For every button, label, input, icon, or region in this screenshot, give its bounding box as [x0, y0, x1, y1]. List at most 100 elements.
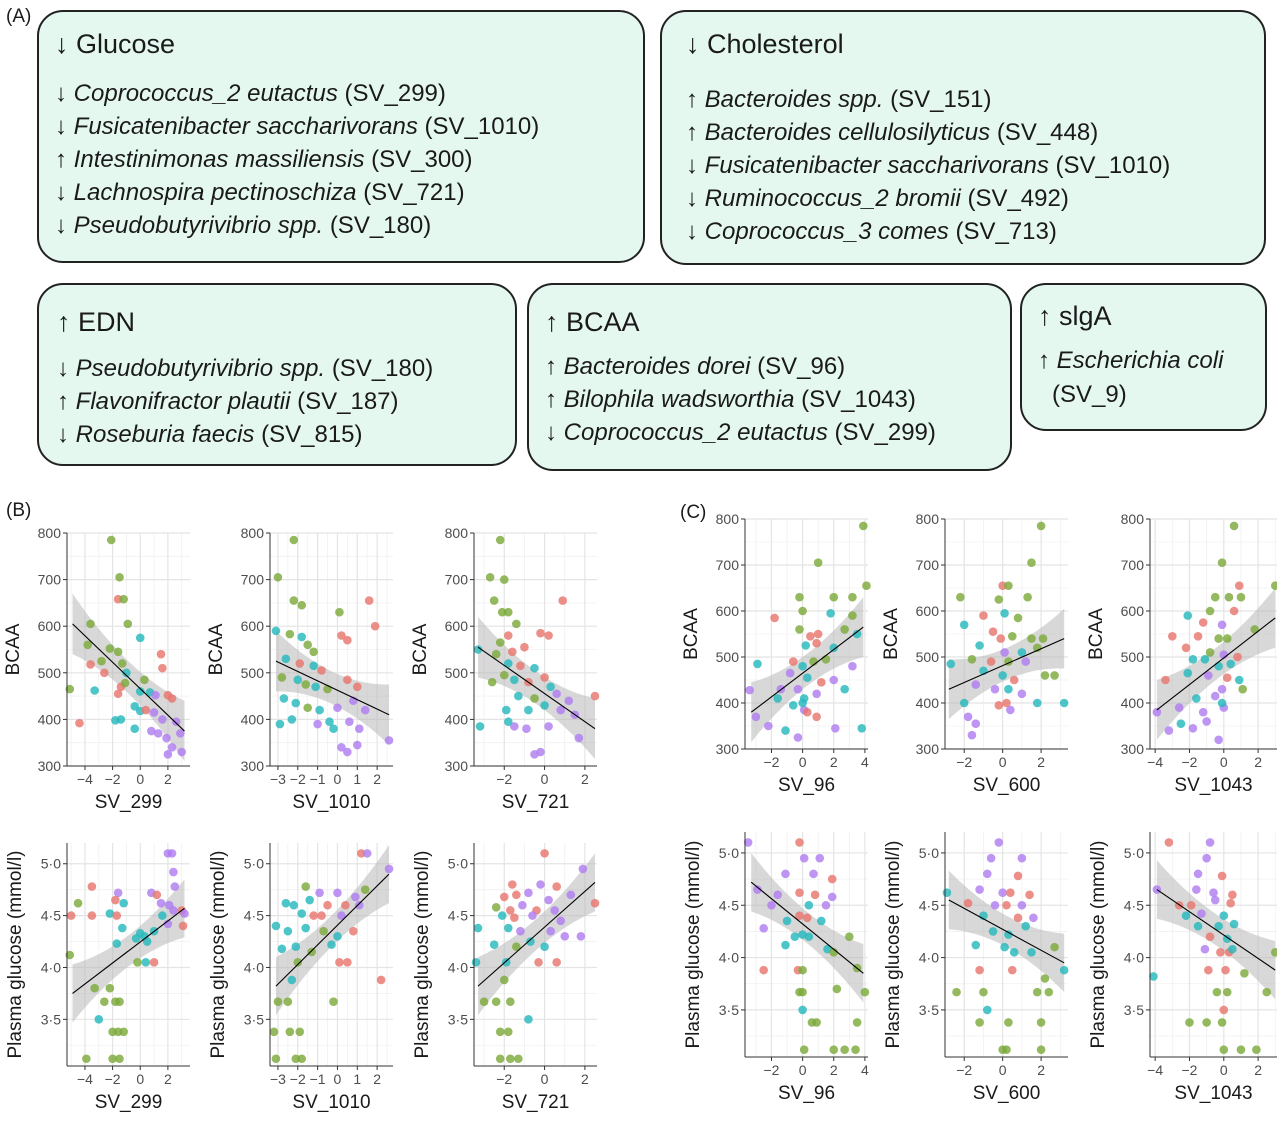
fit-line: [477, 882, 596, 987]
y-tick-label: 3·5: [41, 1011, 61, 1027]
y-tick-label: 600: [241, 618, 265, 634]
data-point: [171, 717, 181, 727]
data-point: [998, 671, 1007, 680]
data-point: [1234, 675, 1244, 685]
scatter-panel: −2 0 2 300 400 500 600 700 800 SV_600 BCAA: [881, 511, 1069, 796]
fit-line: [275, 660, 390, 716]
data-point: [119, 594, 128, 604]
data-point: [829, 592, 839, 602]
data-point: [802, 707, 812, 717]
data-point: [1229, 606, 1239, 616]
data-point: [167, 849, 177, 858]
data-point: [1198, 618, 1208, 627]
data-point: [516, 926, 525, 936]
data-point: [343, 957, 352, 967]
y-tick-label: 800: [241, 525, 265, 541]
fit-line: [1156, 889, 1276, 971]
data-point: [1229, 521, 1239, 531]
data-point: [1009, 948, 1019, 957]
data-point: [289, 535, 299, 545]
y-tick-label: 800: [716, 511, 740, 527]
data-point: [528, 911, 537, 920]
data-point: [113, 647, 123, 657]
data-point: [982, 1005, 992, 1015]
y-tick-label: 600: [916, 603, 940, 619]
data-point: [1217, 698, 1227, 708]
scatter-panel: −3 −2 −1 0 1 2 300 400 500 600 700 800 SV_1010 BCAA: [206, 525, 394, 813]
data-point: [1252, 1045, 1261, 1054]
data-point: [297, 600, 307, 610]
data-point: [112, 939, 122, 948]
x-tick-label: −1: [310, 1071, 326, 1087]
y-tick-label: 700: [1121, 557, 1145, 573]
scatter-panel: −4 −2 0 2 3·5 4·0 4·5 5·0 SV_299 Plasma glucose (…: [5, 843, 190, 1113]
taxon-item: ↑ Flavonifractor plautii (SV_187): [57, 388, 399, 415]
x-tick-label: 0: [334, 771, 342, 787]
data-point: [759, 965, 768, 975]
data-point: [831, 724, 840, 733]
x-tick-label: −4: [1147, 754, 1163, 770]
data-point: [1202, 1018, 1211, 1027]
data-point: [287, 975, 297, 985]
data-point: [988, 627, 998, 636]
data-point: [491, 997, 501, 1006]
scatter-panel: −4 −2 0 2 300 400 500 600 700 800 SV_1043 BCAA: [1086, 511, 1277, 796]
y-tick-label: 500: [916, 649, 940, 665]
x-axis-title: SV_721: [502, 1092, 570, 1113]
data-point: [501, 705, 511, 715]
data-point: [959, 698, 969, 708]
y-tick-label: 300: [916, 741, 940, 757]
data-point: [1217, 684, 1227, 694]
data-point: [291, 942, 301, 952]
y-tick-label: 700: [445, 572, 469, 588]
association-box-edn: ↑ EDN ↓ Pseudobutyrivibrio spp. (SV_180)…: [37, 283, 517, 466]
data-point: [1006, 705, 1015, 715]
fit-line: [948, 899, 1065, 964]
y-tick-label: 500: [241, 665, 265, 681]
data-point: [158, 663, 167, 673]
data-point: [1214, 735, 1223, 745]
data-point: [1236, 592, 1246, 602]
y-tick-label: 5·0: [244, 856, 264, 872]
x-tick-label: 0: [541, 771, 549, 787]
y-tick-label: 700: [916, 557, 940, 573]
data-point: [1059, 698, 1069, 708]
data-point: [816, 916, 826, 926]
data-point: [333, 703, 342, 713]
data-point: [795, 987, 804, 997]
x-tick-label: −2: [105, 1071, 121, 1087]
taxon-item: ↓ Fusicatenibacter saccharivorans (SV_10…: [55, 113, 540, 140]
data-point: [153, 729, 163, 738]
data-point: [1204, 671, 1213, 680]
scatter-panel: −4 −2 0 2 3·5 4·0 4·5 5·0 SV_1043 Plasma glucose …: [1088, 832, 1277, 1104]
data-point: [1038, 634, 1048, 643]
box-title-cholesterol: ↓ Cholesterol: [686, 29, 844, 59]
data-point: [287, 715, 297, 724]
data-point: [526, 937, 535, 946]
data-point: [156, 649, 166, 659]
data-point: [119, 1027, 128, 1037]
data-point: [536, 628, 545, 638]
data-point: [65, 684, 75, 694]
data-point: [518, 900, 527, 910]
data-point: [560, 932, 570, 941]
data-point: [503, 923, 513, 933]
x-axis-title: SV_600: [973, 775, 1041, 796]
data-point: [169, 906, 178, 915]
data-point: [546, 682, 555, 692]
data-point: [1027, 948, 1036, 957]
taxon-item: ↑ Bilophila wadsworthia (SV_1043): [545, 386, 916, 413]
data-point: [291, 1054, 301, 1064]
data-point: [329, 724, 338, 734]
y-axis-title: BCAA: [206, 623, 227, 675]
data-point: [1050, 671, 1059, 680]
data-point: [475, 722, 485, 731]
data-point: [487, 677, 497, 687]
data-point: [1210, 691, 1220, 701]
data-point: [1188, 655, 1198, 664]
data-point: [1192, 694, 1201, 703]
data-point: [503, 1027, 513, 1037]
y-tick-label: 500: [1121, 649, 1145, 665]
x-tick-label: 2: [1254, 754, 1262, 770]
data-point: [122, 668, 131, 678]
